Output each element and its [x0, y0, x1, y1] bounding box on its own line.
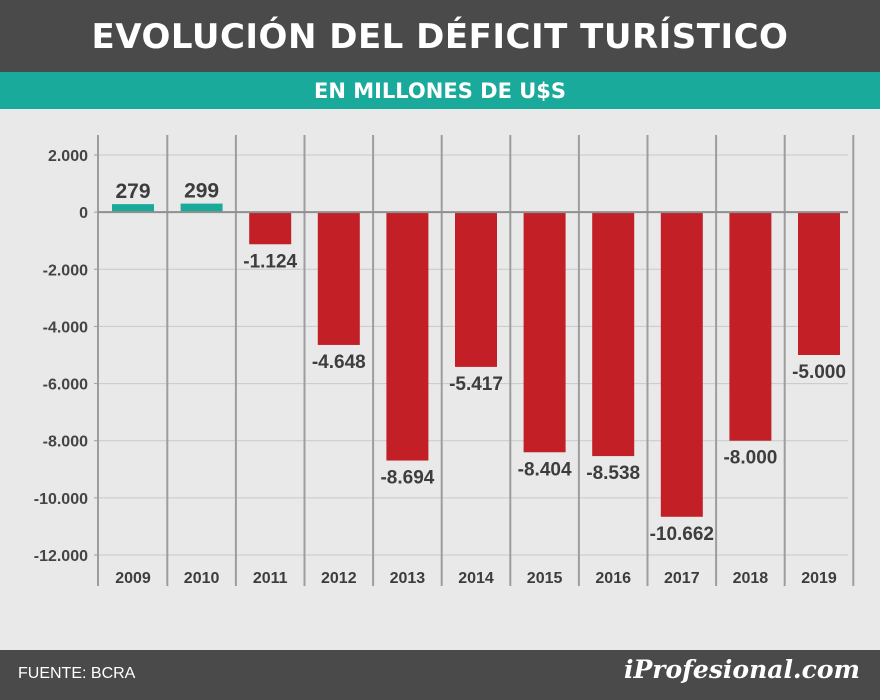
x-tick-label-2013: 2013 — [390, 570, 426, 587]
x-tick-label-2016: 2016 — [595, 570, 631, 587]
footer-band — [0, 650, 880, 700]
bar-2014 — [455, 212, 497, 367]
chart-title: EVOLUCIÓN DEL DÉFICIT TURÍSTICO — [91, 17, 789, 57]
data-label-2011: -1.124 — [243, 251, 297, 272]
data-label-2019: -5.000 — [792, 362, 846, 383]
bar-2018 — [729, 212, 772, 441]
x-tick-label-2011: 2011 — [253, 570, 288, 587]
y-tick-label: -2.000 — [43, 262, 88, 279]
data-label-2013: -8.694 — [380, 468, 434, 489]
y-tick-label: -10.000 — [34, 491, 88, 508]
x-tick-label-2014: 2014 — [458, 570, 494, 587]
subtitle-band — [0, 72, 880, 109]
source-label: FUENTE: BCRA — [18, 665, 136, 682]
chart-subtitle: EN MILLONES DE U$S — [313, 79, 567, 103]
data-label-2017: -10.662 — [650, 524, 714, 545]
bar-2016 — [592, 212, 635, 457]
x-tick-label-2012: 2012 — [321, 570, 357, 587]
bar-chart: 2.000 0 -2.000 -4.000 -6.000 -8.000 -10.000 -12… — [34, 135, 855, 587]
data-label-2016: -8.538 — [586, 463, 640, 484]
bar-2011 — [249, 212, 292, 245]
bar-2019 — [798, 212, 840, 355]
y-tick-label: -12.000 — [34, 548, 88, 565]
data-label-2014: -5.417 — [449, 374, 503, 395]
bar-2017 — [660, 212, 703, 517]
y-tick-label: 0 — [79, 205, 88, 222]
bar-2010 — [180, 203, 223, 213]
bar-2013 — [386, 212, 429, 461]
y-tick-label: -8.000 — [43, 434, 88, 451]
bar-2015 — [523, 212, 566, 453]
data-label-2010: 299 — [184, 180, 219, 203]
data-label-2015: -8.404 — [518, 459, 572, 480]
title-band — [0, 0, 880, 72]
x-tick-label-2010: 2010 — [184, 570, 220, 587]
y-tick-label: 2.000 — [48, 148, 88, 165]
y-tick-label: -4.000 — [43, 319, 88, 336]
brand-logo: iProfesional.com — [624, 655, 860, 684]
data-label-2012: -4.648 — [312, 352, 366, 373]
bar-2012 — [317, 212, 360, 345]
bar-2009 — [112, 204, 154, 213]
x-tick-label-2019: 2019 — [801, 570, 837, 587]
data-label-2009: 279 — [115, 180, 150, 203]
x-tick-label-2018: 2018 — [733, 570, 769, 587]
x-tick-label-2009: 2009 — [115, 570, 151, 587]
y-tick-label: -6.000 — [43, 377, 88, 394]
data-label-2018: -8.000 — [723, 448, 777, 469]
x-tick-label-2017: 2017 — [664, 570, 700, 587]
x-tick-label-2015: 2015 — [527, 570, 563, 587]
